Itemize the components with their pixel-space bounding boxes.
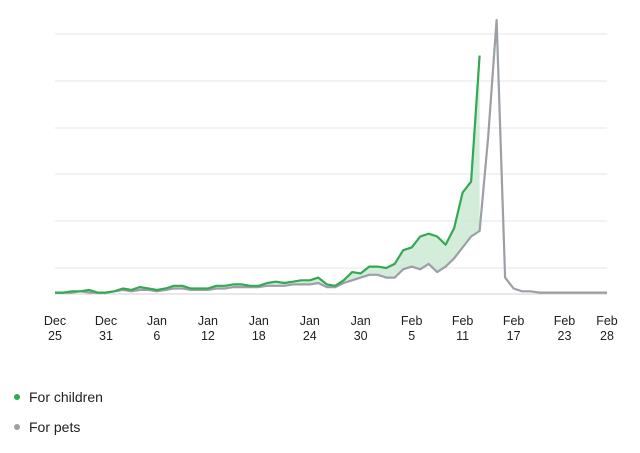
x-tick-label-day: 31 xyxy=(99,329,113,343)
x-tick-label-day: 6 xyxy=(153,329,160,343)
x-tick-label-day: 25 xyxy=(48,329,62,343)
x-tick-label-month: Jan xyxy=(351,314,371,328)
legend-item-for-children[interactable]: For children xyxy=(14,387,103,407)
series-line-for-children xyxy=(55,55,481,294)
gridlines xyxy=(55,33,607,295)
x-tick-label-day: 23 xyxy=(558,329,572,343)
x-tick-label-day: 12 xyxy=(201,329,215,343)
x-tick-label-month: Feb xyxy=(401,314,423,328)
x-tick-label-month: Jan xyxy=(249,314,269,328)
x-tick-label-month: Feb xyxy=(503,314,525,328)
x-tick-label-day: 30 xyxy=(354,329,368,343)
legend: For children For pets xyxy=(14,387,103,447)
x-tick-label-month: Jan xyxy=(147,314,167,328)
chart-area: Dec25Dec31Jan6Jan12Jan18Jan24Jan30Feb5Fe… xyxy=(44,18,618,343)
x-tick-label-month: Dec xyxy=(44,314,66,328)
legend-item-for-pets[interactable]: For pets xyxy=(14,417,103,437)
x-tick-label-day: 17 xyxy=(507,329,521,343)
series-line-for-pets xyxy=(55,18,607,294)
legend-label-for-pets: For pets xyxy=(29,419,81,435)
x-tick-label-day: 5 xyxy=(408,329,415,343)
legend-dot-for-children xyxy=(14,394,20,400)
x-tick-label-day: 11 xyxy=(456,329,469,343)
x-tick-label-month: Jan xyxy=(198,314,218,328)
x-axis-ticks: Dec25Dec31Jan6Jan12Jan18Jan24Jan30Feb5Fe… xyxy=(44,314,618,343)
x-tick-label-month: Feb xyxy=(554,314,576,328)
legend-dot-for-pets xyxy=(14,424,20,430)
x-tick-label-day: 18 xyxy=(252,329,266,343)
legend-label-for-children: For children xyxy=(29,389,103,405)
x-tick-label-month: Feb xyxy=(596,314,618,328)
x-tick-label-month: Feb xyxy=(452,314,474,328)
x-tick-label-month: Jan xyxy=(300,314,320,328)
x-tick-label-month: Dec xyxy=(95,314,117,328)
x-tick-label-day: 24 xyxy=(303,329,317,343)
difference-fill xyxy=(55,55,480,293)
x-tick-label-day: 28 xyxy=(600,329,614,343)
